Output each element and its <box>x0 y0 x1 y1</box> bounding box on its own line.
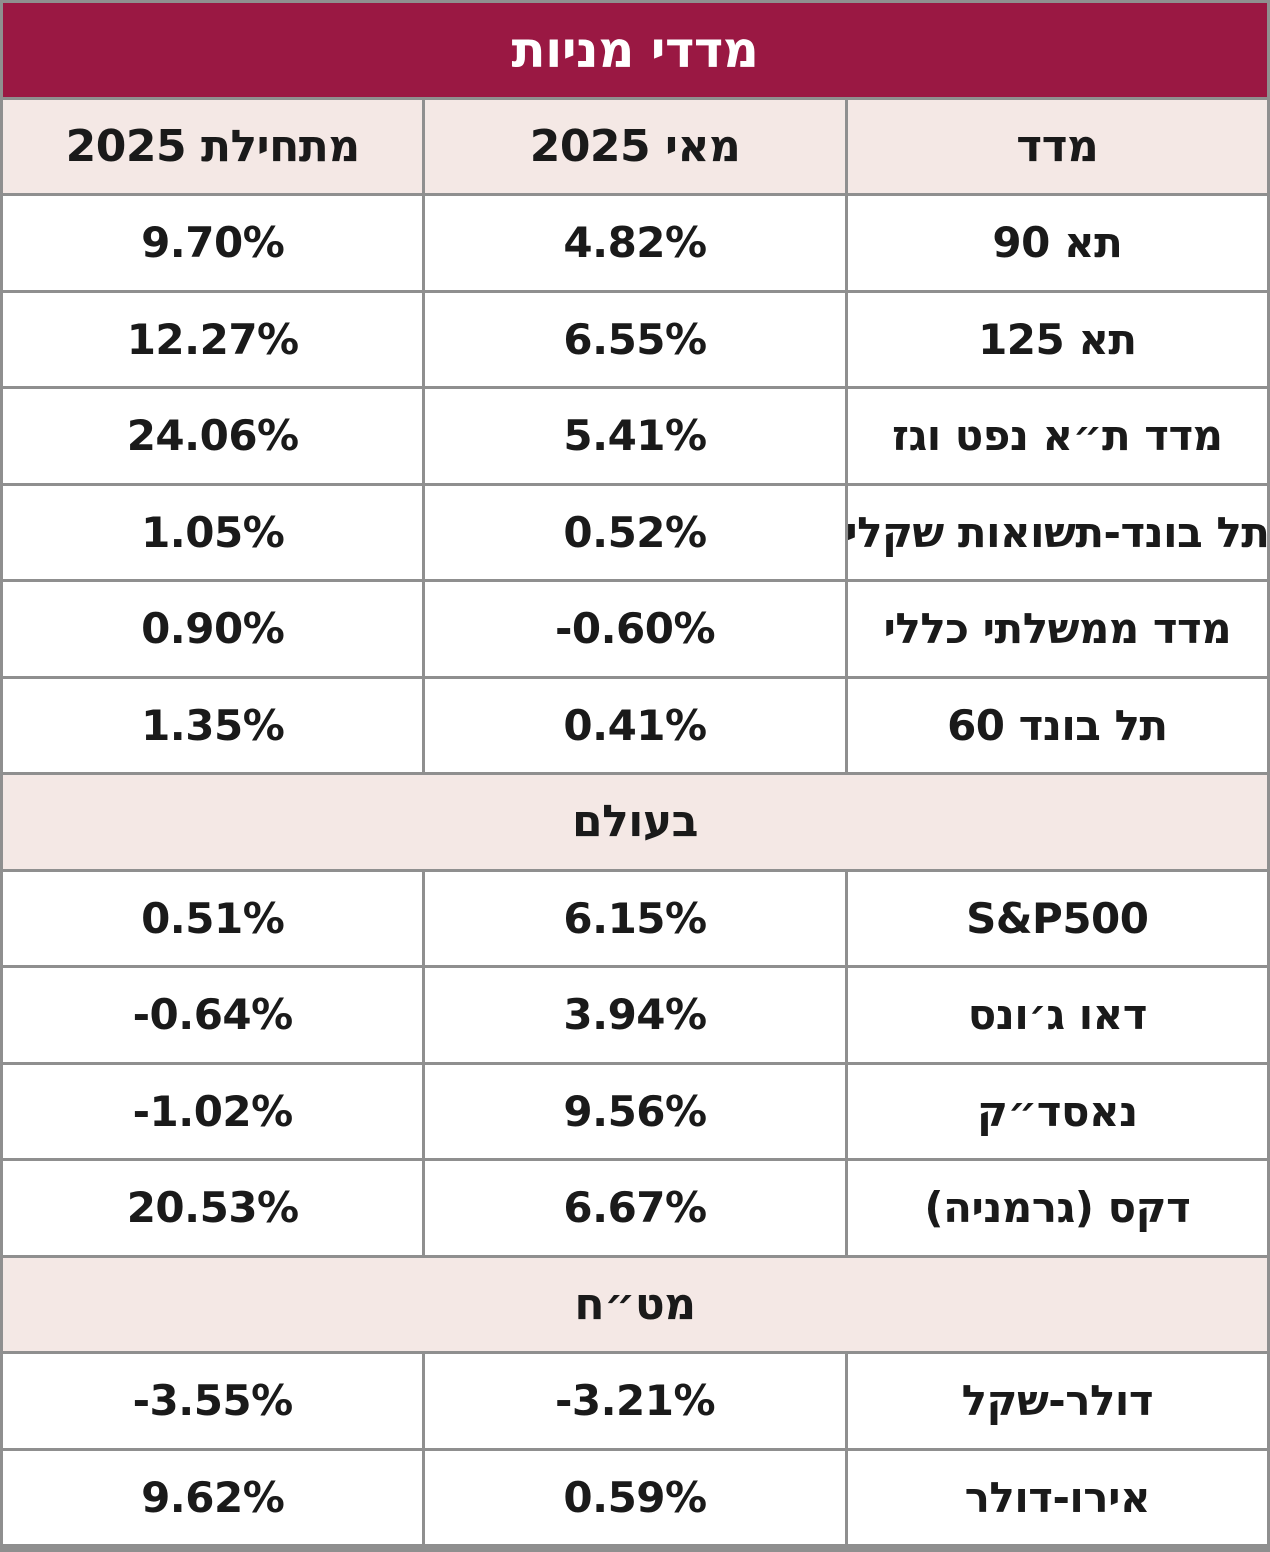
index-name-cell: מדד ת״א נפט וגז <box>847 389 1267 483</box>
may-value-cell: 6.55% <box>425 292 845 386</box>
may-value-cell: 3.94% <box>425 968 845 1062</box>
may-value-cell: 0.41% <box>425 678 845 772</box>
ytd-value-cell: 12.27% <box>3 292 423 386</box>
column-header-index: מדד <box>847 99 1267 193</box>
ytd-value-cell: 1.35% <box>3 678 423 772</box>
ytd-value-cell: 0.51% <box>3 871 423 965</box>
ytd-value-cell: 20.53% <box>3 1161 423 1255</box>
ytd-value-cell: 24.06% <box>3 389 423 483</box>
may-value-cell: 9.56% <box>425 1064 845 1158</box>
column-header-since-start-2025: מתחילת 2025 <box>3 99 423 193</box>
index-name-cell: אירו-דולר <box>847 1450 1267 1544</box>
section-header-row: בעולם <box>3 775 1267 869</box>
ytd-value-cell: -1.02% <box>3 1064 423 1158</box>
index-name-cell: דאו ג׳ונס <box>847 968 1267 1062</box>
may-value-cell: -3.21% <box>425 1354 845 1448</box>
index-name-cell: דולר-שקל <box>847 1354 1267 1448</box>
table-title: מדדי מניות <box>3 3 1267 97</box>
index-name-cell: נאסד״ק <box>847 1064 1267 1158</box>
may-value-cell: 5.41% <box>425 389 845 483</box>
may-value-cell: 6.15% <box>425 871 845 965</box>
section-header-row: מט״ח <box>3 1257 1267 1351</box>
index-name-cell: תא 125 <box>847 292 1267 386</box>
may-value-cell: 6.67% <box>425 1161 845 1255</box>
may-value-cell: 0.52% <box>425 485 845 579</box>
ytd-value-cell: 0.90% <box>3 582 423 676</box>
may-value-cell: 0.59% <box>425 1450 845 1544</box>
index-name-cell: דקס (גרמניה) <box>847 1161 1267 1255</box>
may-value-cell: -0.60% <box>425 582 845 676</box>
column-header-may-2025: מאי 2025 <box>425 99 845 193</box>
index-name-cell: תל בונד 60 <box>847 678 1267 772</box>
ytd-value-cell: 9.62% <box>3 1450 423 1544</box>
ytd-value-cell: -3.55% <box>3 1354 423 1448</box>
ytd-value-cell: 9.70% <box>3 196 423 290</box>
index-name-cell: מדד ממשלתי כללי <box>847 582 1267 676</box>
index-name-cell: S&P500 <box>847 871 1267 965</box>
index-name-cell: תל בונד-תשואות שקלי <box>847 485 1267 579</box>
ytd-value-cell: 1.05% <box>3 485 423 579</box>
index-name-cell: תא 90 <box>847 196 1267 290</box>
may-value-cell: 4.82% <box>425 196 845 290</box>
ytd-value-cell: -0.64% <box>3 968 423 1062</box>
